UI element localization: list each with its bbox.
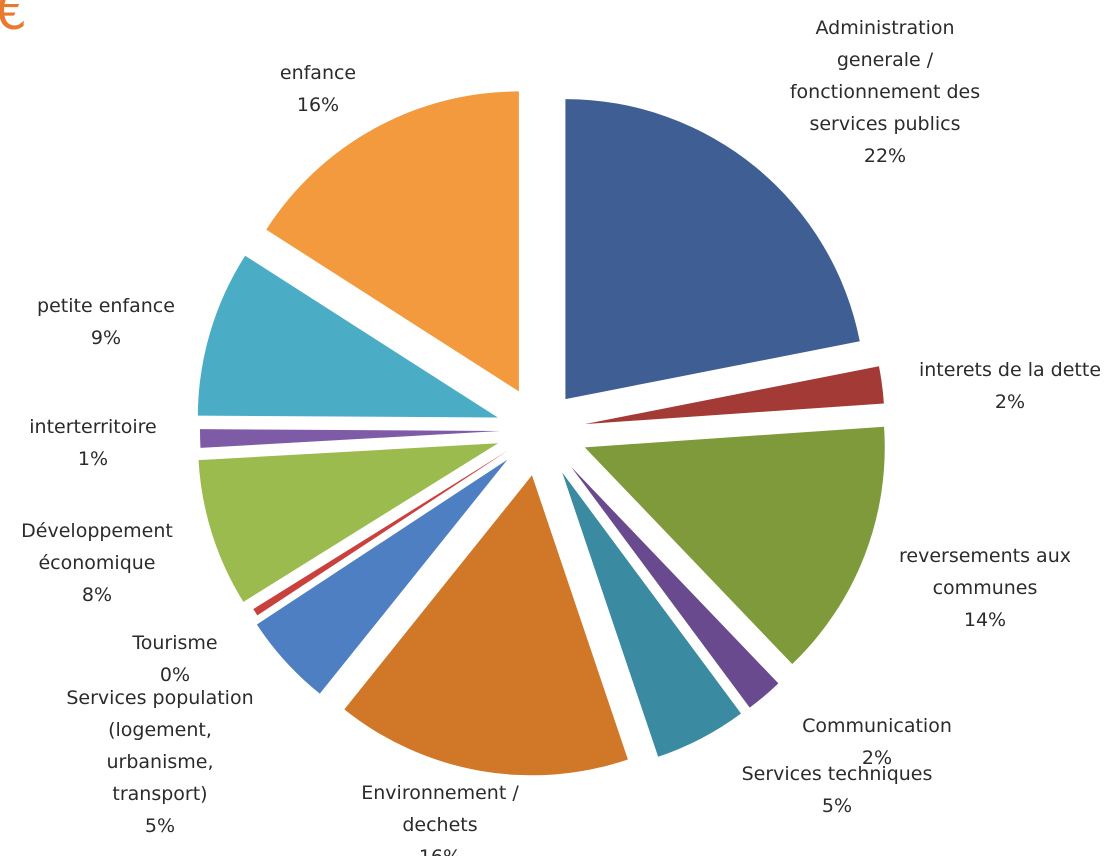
pie-labels: Administration generale / fonctionnement d… (21, 17, 1101, 856)
pie-slice (565, 99, 860, 400)
pie-slice (266, 91, 519, 392)
slice-label: Administration generale / fonctionnement d… (790, 17, 980, 167)
pie-slice (584, 366, 884, 425)
pie-slice (253, 450, 508, 616)
slice-label: Communication 2% (802, 715, 952, 769)
slice-label: Services techniques 5% (742, 763, 933, 817)
pie-slices (197, 91, 885, 776)
slice-label: reversements aux communes 14% (899, 545, 1071, 631)
slice-label: Tourisme 0% (131, 632, 217, 686)
slice-label: Services population (logement, urbanisme, t… (66, 687, 253, 837)
slice-label: interterritoire 1% (29, 416, 156, 470)
pie-slice (562, 472, 742, 757)
pie-slice (584, 426, 885, 665)
pie-slice (570, 466, 779, 708)
pie-slice (256, 459, 508, 694)
pie-slice (200, 429, 501, 448)
slice-label: interets de la dette 2% (919, 359, 1101, 413)
slice-label: petite enfance 9% (37, 295, 175, 349)
pie-slice (344, 475, 628, 776)
slice-label: enfance 16% (280, 62, 356, 116)
slice-label: Développement économique 8% (21, 520, 173, 606)
corner-fragment: € (0, 0, 28, 42)
slice-label: Environnement /dechets16% (361, 782, 519, 856)
pie-slice (197, 255, 498, 418)
pie-slice (198, 443, 499, 602)
